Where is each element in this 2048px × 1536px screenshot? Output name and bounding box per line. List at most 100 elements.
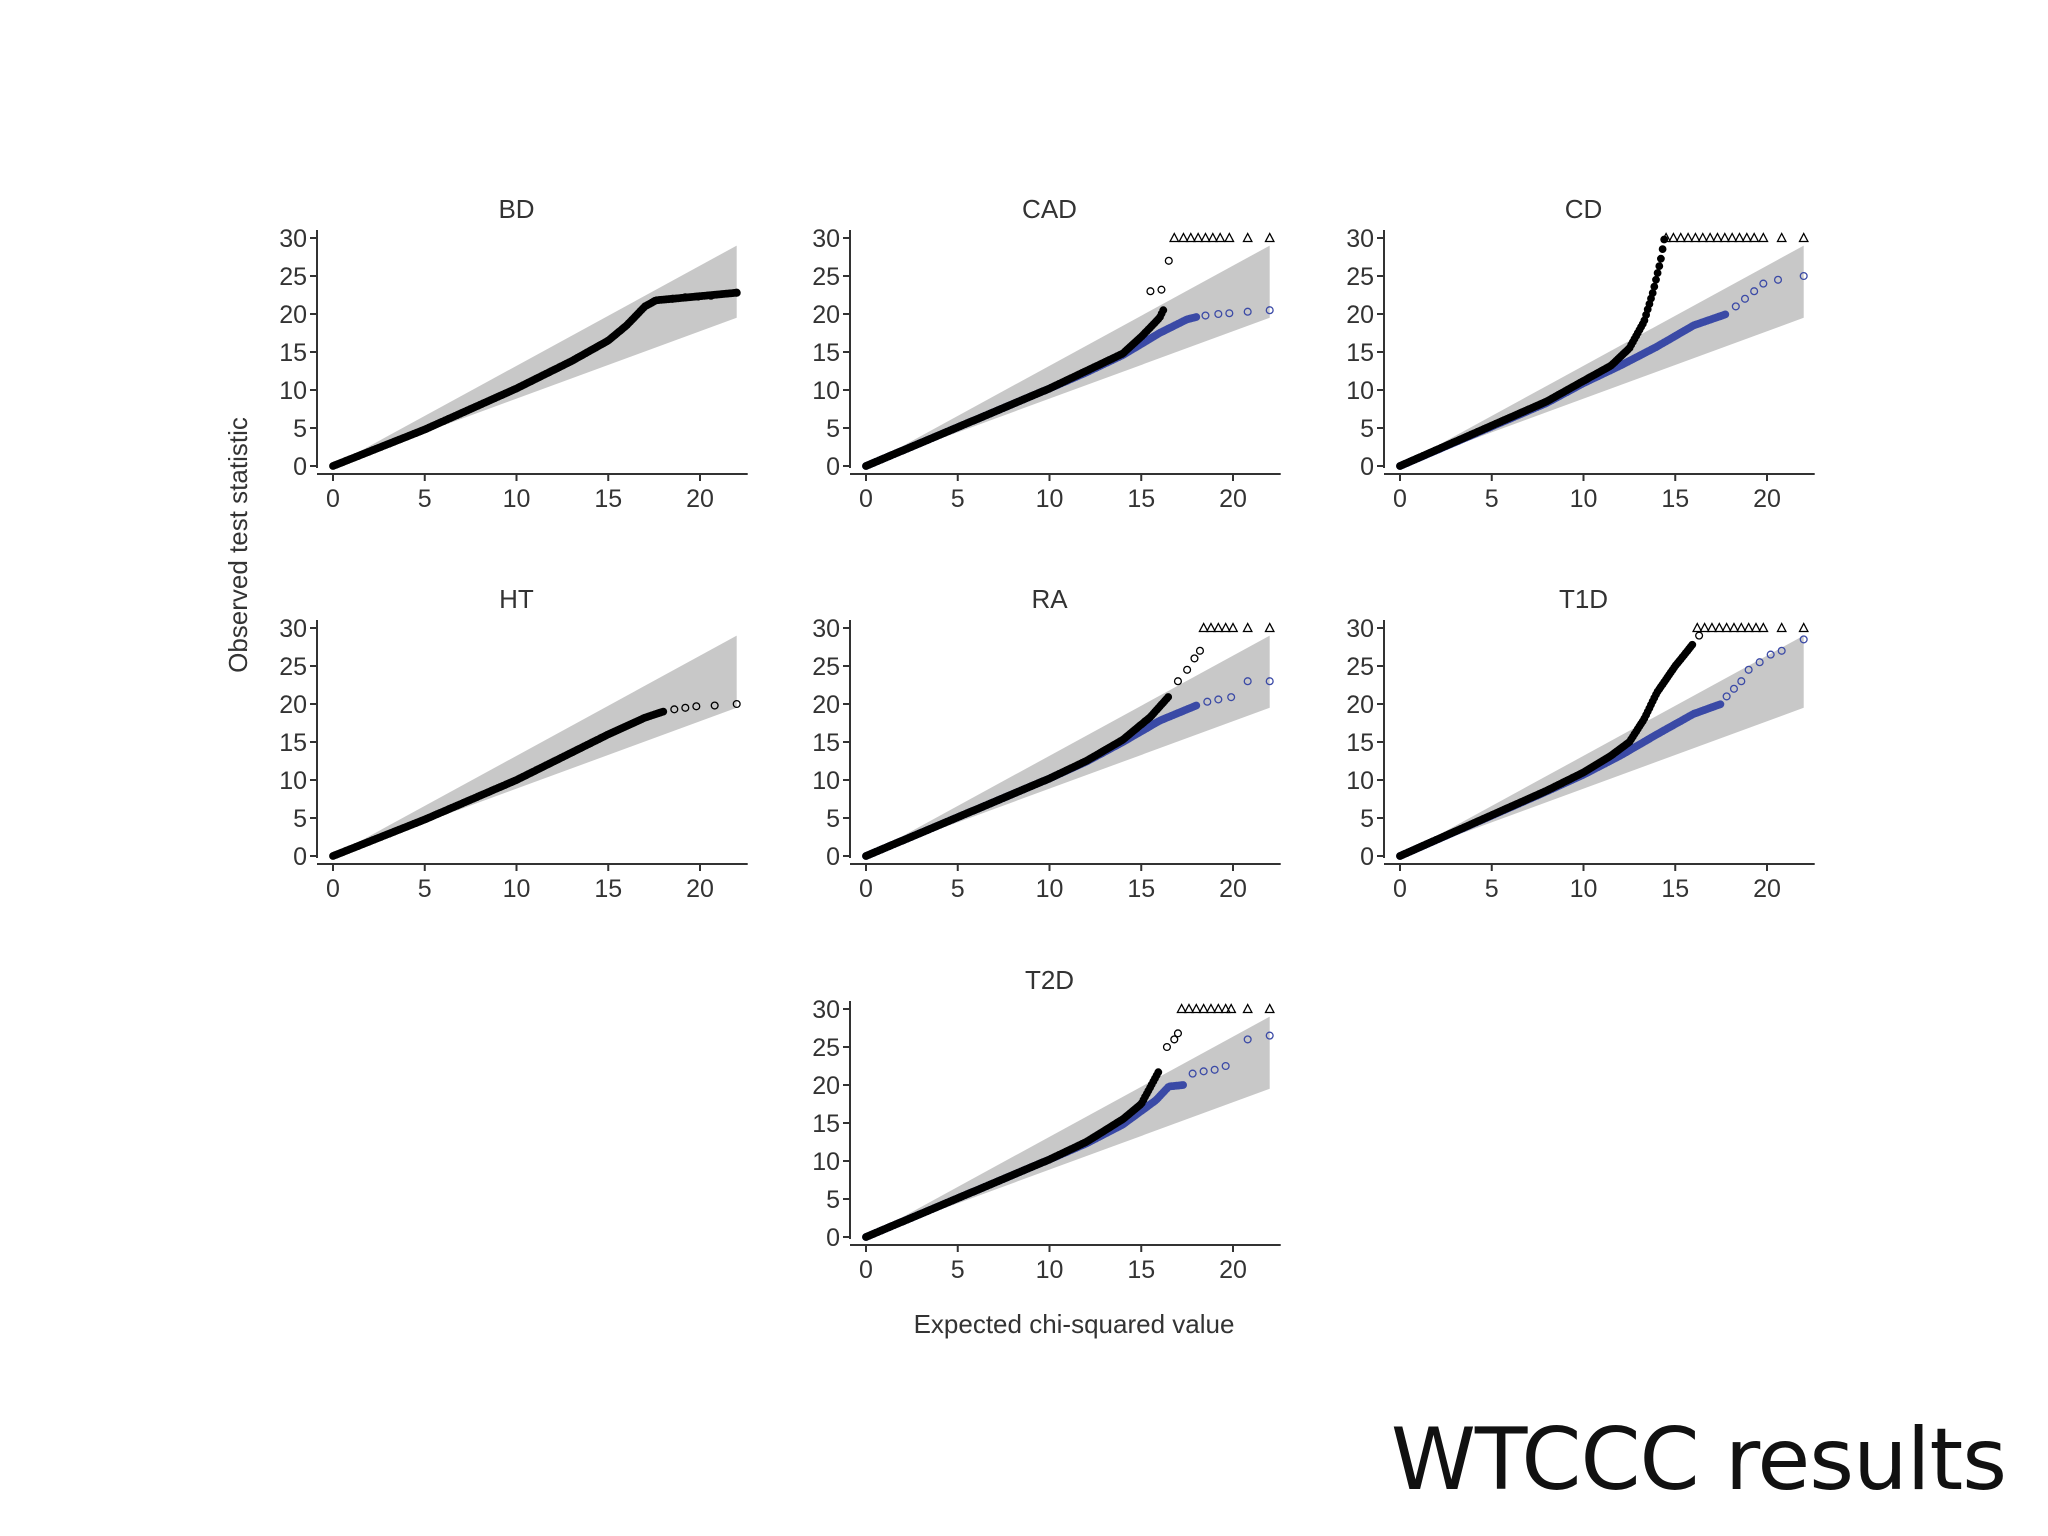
x-tick-label: 10 (1036, 875, 1064, 903)
data-point (1201, 311, 1210, 320)
data-point (659, 707, 668, 716)
y-tick-label: 20 (1346, 301, 1374, 329)
data-point (1799, 271, 1808, 281)
capped-point (1743, 622, 1754, 633)
capped-point (1726, 232, 1738, 243)
x-tick-label: 20 (1219, 1256, 1247, 1284)
y-tick-label: 0 (826, 1224, 840, 1252)
series-all-snps (862, 622, 1275, 860)
y-tick-label: 5 (293, 415, 307, 443)
x-tick-label: 10 (1036, 485, 1064, 513)
capped-point (1207, 232, 1219, 243)
y-tick-label: 15 (812, 729, 840, 757)
capped-point (1750, 622, 1762, 633)
y-tick-label: 30 (1346, 225, 1374, 253)
data-point (1183, 665, 1192, 674)
x-tick-label: 0 (859, 1256, 873, 1284)
capped-point (1227, 622, 1239, 633)
series-all-snps (862, 1003, 1275, 1241)
y-tick-label: 20 (812, 691, 840, 719)
capped-point (1191, 1003, 1202, 1014)
y-tick-label: 5 (826, 415, 840, 443)
data-point (1648, 289, 1657, 297)
capped-point (1205, 1003, 1217, 1014)
x-axis-label: Expected chi-squared value (914, 1309, 1235, 1339)
capped-point (1200, 232, 1211, 243)
y-tick-label: 25 (1346, 263, 1374, 291)
capped-point (1690, 232, 1701, 243)
data-point (1173, 1029, 1182, 1038)
y-tick-label: 15 (279, 339, 307, 367)
y-tick-label: 25 (279, 653, 307, 681)
data-point (1655, 262, 1664, 271)
y-tick-label: 30 (279, 615, 307, 643)
x-tick-label: 15 (1661, 875, 1689, 903)
y-tick-label: 0 (1360, 453, 1374, 481)
x-tick-label: 0 (859, 875, 873, 903)
panel-title: RA (1031, 584, 1068, 614)
data-point (1159, 306, 1168, 315)
data-point (1716, 700, 1725, 709)
x-tick-label: 0 (859, 485, 873, 513)
data-point (1164, 256, 1173, 265)
confidence-band (866, 635, 1270, 856)
x-tick-label: 0 (326, 485, 340, 513)
data-point (668, 294, 677, 303)
data-point (1721, 310, 1730, 319)
x-tick-label: 15 (594, 485, 622, 513)
data-point (1265, 306, 1274, 315)
confidence-band (333, 245, 737, 466)
series-all-snps (862, 232, 1275, 470)
x-tick-label: 15 (1127, 485, 1155, 513)
data-point (681, 293, 690, 302)
y-tick-label: 25 (812, 1034, 840, 1062)
data-point (1695, 631, 1704, 640)
capped-point (1242, 1003, 1253, 1014)
capped-point (1198, 1003, 1209, 1014)
x-tick-label: 5 (1485, 485, 1499, 513)
data-point (1157, 285, 1166, 294)
data-point (1164, 693, 1173, 701)
capped-point (1205, 622, 1217, 633)
x-tick-label: 20 (1219, 875, 1247, 903)
capped-point (1736, 622, 1747, 633)
data-point (1657, 254, 1665, 263)
capped-point (1214, 232, 1226, 243)
confidence-band (866, 1016, 1270, 1237)
y-axis-label: Observed test statistic (223, 417, 253, 673)
y-tick-label: 15 (1346, 339, 1374, 367)
y-tick-label: 0 (293, 453, 307, 481)
x-tick-label: 20 (686, 875, 714, 903)
capped-point (1242, 622, 1253, 633)
capped-point (1682, 232, 1694, 243)
panel-t1d: T1D 0 5 10 15 20 25 30 0 5 10 15 20 (1346, 584, 1815, 903)
y-tick-label: 15 (279, 729, 307, 757)
data-point (732, 288, 741, 297)
y-tick-label: 15 (812, 339, 840, 367)
panel-cd: CD 0 5 10 15 20 25 30 0 5 10 15 20 (1346, 194, 1815, 513)
y-tick-label: 15 (812, 1110, 840, 1138)
y-tick-label: 20 (812, 1072, 840, 1100)
capped-point (1220, 622, 1231, 633)
y-tick-label: 0 (293, 843, 307, 871)
capped-point (1242, 232, 1253, 243)
capped-point (1714, 622, 1725, 633)
y-tick-label: 25 (1346, 653, 1374, 681)
y-tick-label: 30 (812, 996, 840, 1024)
y-tick-label: 25 (279, 263, 307, 291)
data-point (1154, 1068, 1163, 1077)
confidence-band (333, 635, 737, 856)
capped-point (1699, 622, 1710, 633)
capped-point (1758, 622, 1769, 633)
x-tick-label: 10 (1036, 1256, 1064, 1284)
data-point (1192, 313, 1201, 321)
capped-point (1776, 232, 1787, 243)
x-tick-label: 5 (418, 875, 432, 903)
capped-point (1758, 232, 1769, 243)
x-tick-label: 10 (1570, 485, 1598, 513)
data-point (1190, 654, 1199, 663)
y-tick-label: 0 (1360, 843, 1374, 871)
panels: BD 0 5 10 15 20 25 30 0 5 10 15 20 CAD 0 5 10 15 20 25 30 0 5 1… (279, 194, 1815, 1284)
y-tick-label: 5 (826, 1186, 840, 1214)
